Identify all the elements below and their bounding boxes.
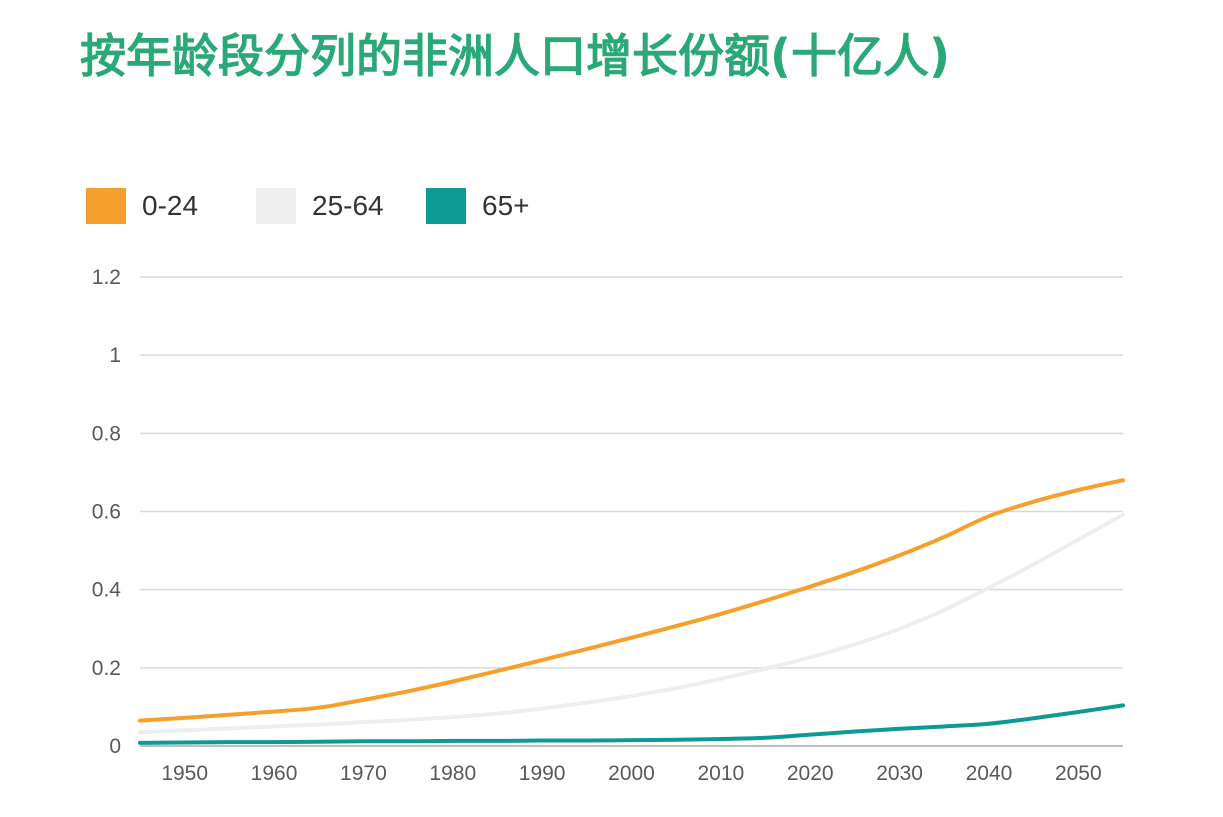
legend-label-25-64: 25-64 — [312, 190, 384, 221]
gridlines — [140, 276, 1123, 747]
series-lines — [138, 478, 1125, 745]
x-tick-label: 2020 — [787, 762, 834, 785]
y-axis-tick-labels: 0 0.2 0.4 0.6 0.8 1 1.2 — [92, 266, 122, 758]
y-tick-label: 0.4 — [92, 579, 122, 602]
legend-swatch-65-plus — [426, 188, 466, 224]
chart-title: 按年龄段分列的非洲人口增长份额(十亿人) — [80, 29, 951, 83]
x-tick-label: 1960 — [251, 762, 298, 785]
chart-legend: 0-24 25-64 65+ — [86, 186, 686, 226]
x-tick-label: 1980 — [429, 762, 476, 785]
x-tick-label: 2030 — [876, 762, 923, 785]
y-tick-label: 0 — [109, 735, 121, 758]
x-tick-label: 2050 — [1055, 762, 1102, 785]
legend-swatch-0-24 — [86, 188, 126, 224]
y-tick-label: 0.8 — [92, 422, 121, 445]
x-tick-label: 2010 — [698, 762, 745, 785]
legend-item-65-plus: 65+ — [426, 186, 530, 226]
x-tick-label: 1990 — [519, 762, 566, 785]
y-tick-label: 0.6 — [92, 501, 121, 524]
y-tick-label: 0.2 — [92, 657, 121, 680]
legend-label-65-plus: 65+ — [482, 190, 530, 221]
series-line-0-24 — [138, 478, 1125, 723]
legend-item-25-64: 25-64 — [256, 186, 384, 226]
x-tick-label: 2000 — [608, 762, 655, 785]
x-axis-tick-labels: 1950 1960 1970 1980 1990 2000 2010 2020 2030 2040… — [161, 762, 1101, 785]
y-tick-label: 1 — [109, 344, 121, 367]
x-tick-label: 1970 — [340, 762, 387, 785]
x-tick-label: 2040 — [966, 762, 1013, 785]
legend-label-0-24: 0-24 — [142, 190, 199, 221]
x-tick-label: 1950 — [161, 762, 208, 785]
series-line-25-64 — [138, 512, 1125, 735]
legend-item-0-24: 0-24 — [86, 186, 198, 226]
series-line-65-plus — [138, 703, 1125, 745]
legend-swatch-25-64 — [256, 188, 296, 224]
y-tick-label: 1.2 — [92, 266, 121, 289]
